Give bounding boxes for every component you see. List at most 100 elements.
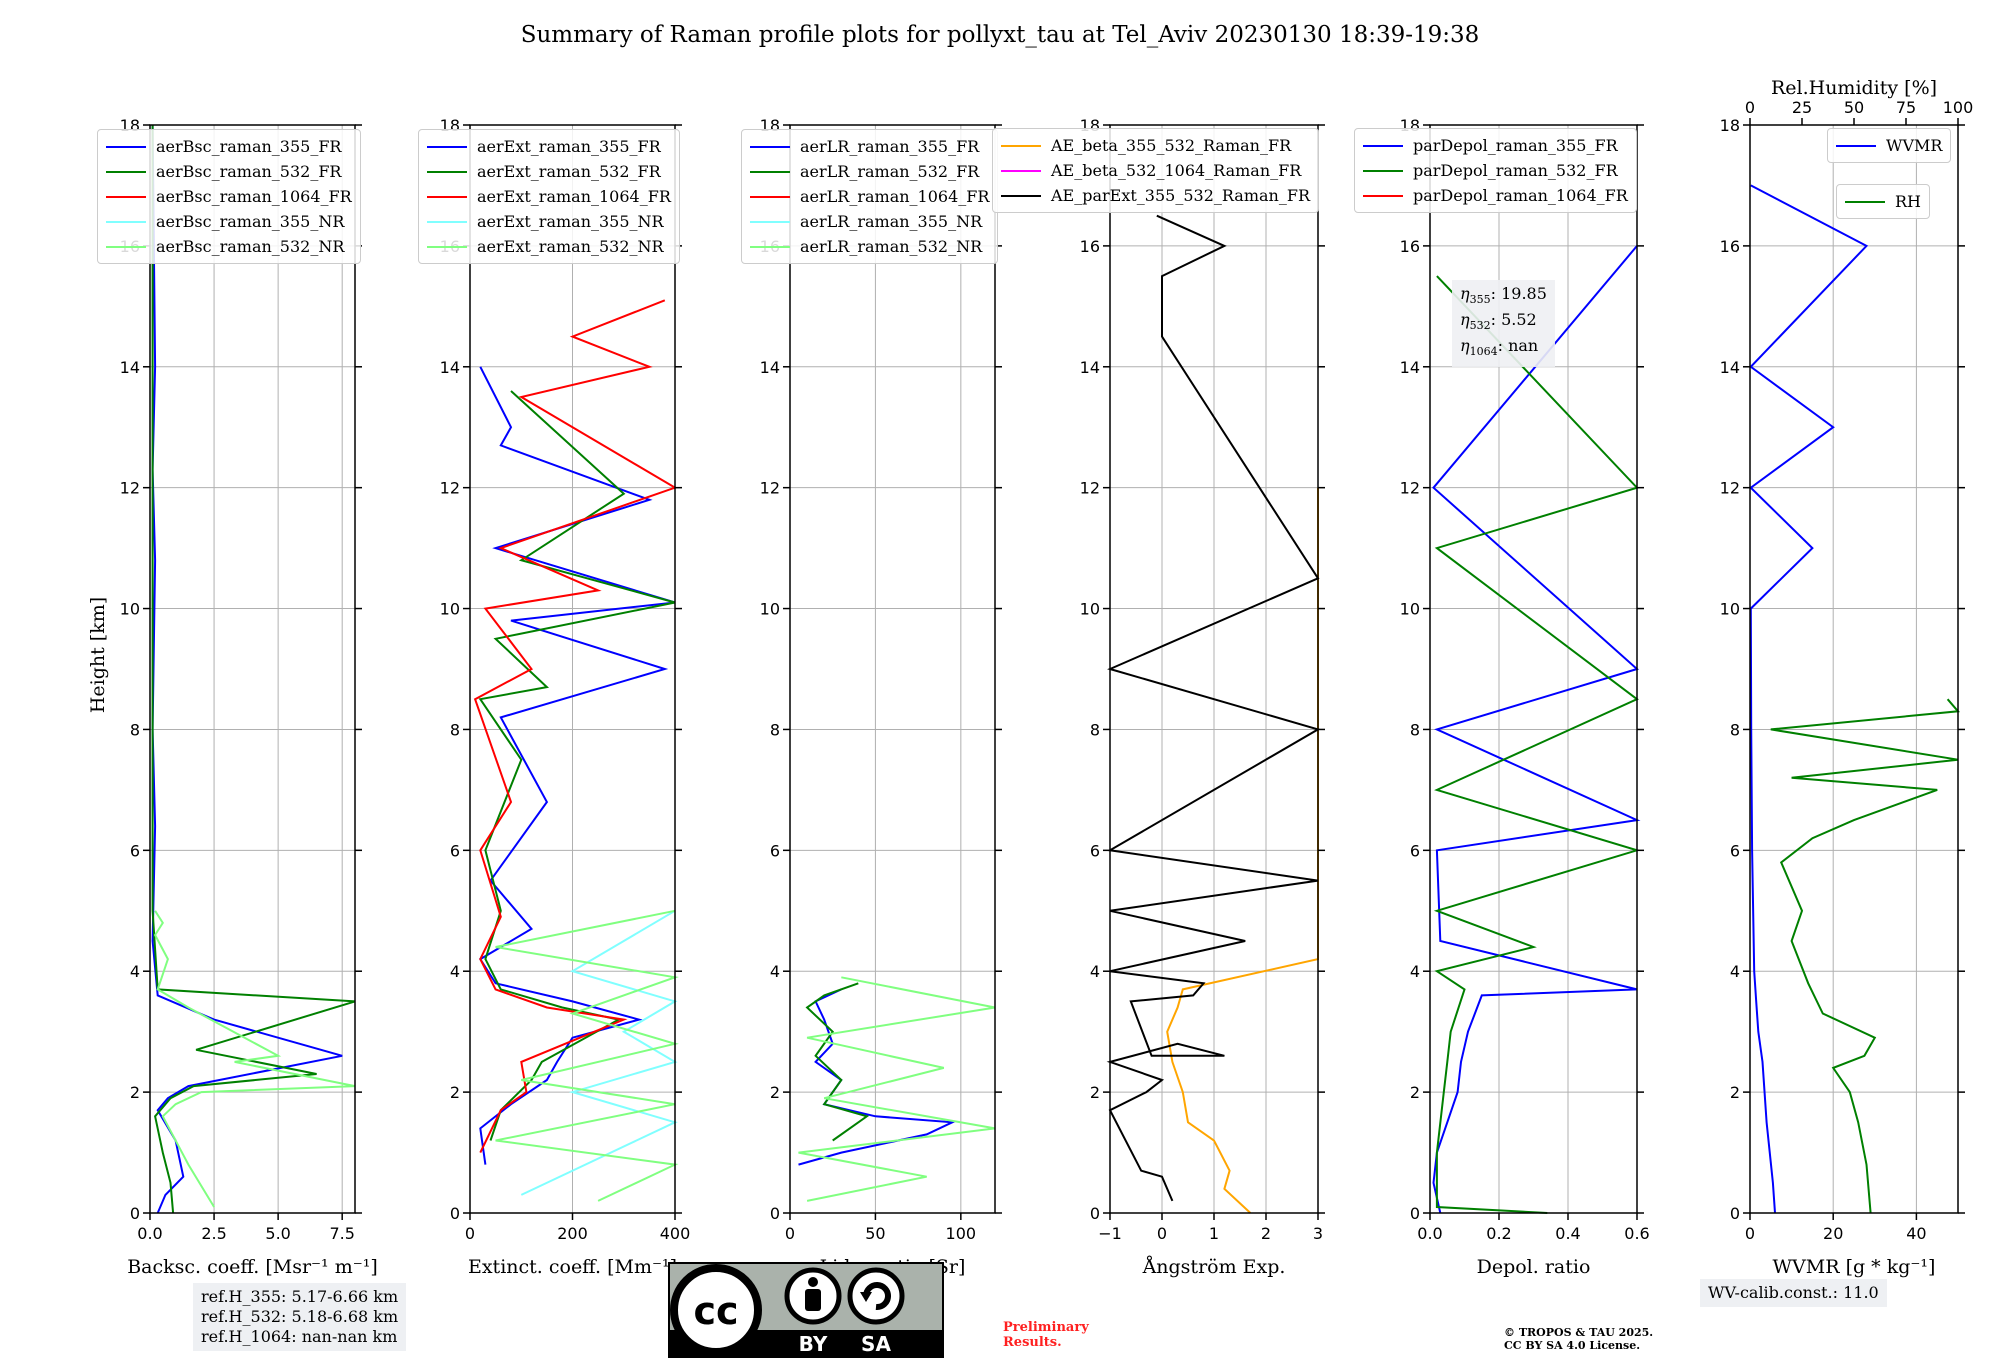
legend-label: aerExt_raman_532_FR: [477, 162, 661, 181]
y-tick-label: 8: [1730, 720, 1740, 739]
legend-entry: aerBsc_raman_532_FR: [106, 159, 352, 184]
x-axis-label: Extinct. coeff. [Mm⁻¹]: [468, 1256, 677, 1278]
legend-entry: aerBsc_raman_355_FR: [106, 134, 352, 159]
y-tick-label: 2: [1410, 1083, 1420, 1102]
legend-entry: parDepol_raman_1064_FR: [1363, 183, 1628, 208]
y-tick-label: 8: [1090, 720, 1100, 739]
x-tick-label: 0: [465, 1224, 475, 1243]
top-x-tick-label: 0: [1745, 98, 1755, 117]
legend-entry: RH: [1845, 189, 1921, 214]
preliminary-line2: Results.: [1003, 1335, 1062, 1350]
legend-entry: AE_parExt_355_532_Raman_FR: [1001, 183, 1310, 208]
x-axis-label: Ångström Exp.: [1142, 1256, 1286, 1278]
y-tick-label: 12: [440, 479, 460, 498]
series-line-WVMR: [1749, 184, 1869, 1214]
legend-label: aerLR_raman_1064_FR: [800, 187, 990, 206]
legend-swatch: [750, 195, 790, 198]
y-tick-label: 8: [770, 720, 780, 739]
legend-swatch: [1001, 169, 1041, 172]
x-tick-label: 2.5: [201, 1224, 226, 1243]
legend-entry: WVMR: [1836, 133, 1942, 158]
y-tick-label: 0: [1730, 1204, 1740, 1223]
y-tick-label: 2: [770, 1083, 780, 1102]
series-line-aerLR_raman_532_NR: [798, 976, 996, 1202]
y-tick-label: 6: [1410, 841, 1420, 860]
y-tick-label: 4: [1410, 962, 1420, 981]
legend-rh: RH: [1836, 184, 1930, 219]
legend-entry: aerBsc_raman_532_NR: [106, 234, 352, 259]
legend-entry: parDepol_raman_355_FR: [1363, 133, 1628, 158]
eta-box: η355: 19.85 η532: 5.52 η1064: nan: [1452, 280, 1555, 367]
legend-label: parDepol_raman_1064_FR: [1413, 186, 1628, 205]
y-tick-label: 10: [1080, 600, 1100, 619]
legend-swatch: [750, 145, 790, 148]
legend-entry: aerLR_raman_355_FR: [750, 134, 989, 159]
top-x-tick-label: 75: [1896, 98, 1916, 117]
series-line-parDepol_raman_355_FR: [1432, 245, 1641, 1214]
y-tick-label: 14: [120, 358, 140, 377]
y-tick-label: 6: [450, 841, 460, 860]
series-line-aerExt_raman_1064_FR: [473, 299, 678, 1154]
y-tick-label: 18: [1720, 116, 1740, 135]
legend-label: AE_parExt_355_532_Raman_FR: [1051, 186, 1310, 205]
legend-swatch: [427, 245, 467, 248]
refh-532: ref.H_532: 5.18-6.68 km: [201, 1307, 399, 1326]
legend-label: aerBsc_raman_532_NR: [156, 237, 345, 256]
legend-label: aerExt_raman_355_FR: [477, 137, 661, 156]
legend-label: aerBsc_raman_1064_FR: [156, 187, 352, 206]
y-tick-label: 12: [120, 479, 140, 498]
series-line-aerBsc_raman_532_FR: [151, 125, 356, 1214]
top-x-tick-label: 50: [1844, 98, 1864, 117]
y-tick-label: 6: [130, 841, 140, 860]
legend-swatch: [750, 170, 790, 173]
legend-wvmr: WVMR: [1827, 128, 1952, 163]
legend-label: aerLR_raman_532_FR: [800, 162, 980, 181]
legend-entry: aerLR_raman_532_FR: [750, 159, 989, 184]
legend-label: aerLR_raman_355_NR: [800, 212, 983, 231]
y-tick-label: 0: [130, 1204, 140, 1223]
panel-lr: 024681012141618050100Lidar ratio [Sr]: [760, 116, 1002, 1278]
x-axis-label: Depol. ratio: [1477, 1256, 1591, 1278]
copyright-note: © TROPOS & TAU 2025. CC BY SA 4.0 Licens…: [1504, 1326, 1653, 1352]
y-tick-label: 12: [1720, 479, 1740, 498]
y-tick-label: 0: [450, 1204, 460, 1223]
y-tick-label: 14: [1080, 358, 1100, 377]
svg-text:BY: BY: [799, 1332, 828, 1356]
y-axis-label: Height [km]: [87, 597, 109, 713]
legend-label: aerBsc_raman_355_FR: [156, 137, 342, 156]
legend-swatch: [1001, 144, 1041, 147]
y-tick-label: 10: [440, 600, 460, 619]
y-tick-label: 4: [1730, 962, 1740, 981]
x-tick-label: 0: [1745, 1224, 1755, 1243]
x-tick-label: 20: [1823, 1224, 1843, 1243]
series-line-aerExt_raman_355_NR: [520, 909, 678, 1196]
legend-label: aerLR_raman_355_FR: [800, 137, 980, 156]
x-tick-label: 7.5: [329, 1224, 354, 1243]
y-tick-label: 6: [1730, 841, 1740, 860]
legend-entry: aerLR_raman_532_NR: [750, 234, 989, 259]
y-tick-label: 12: [1080, 479, 1100, 498]
preliminary-note: Preliminary Results.: [1003, 1320, 1089, 1350]
axes-frame: [1749, 124, 1959, 1214]
legend-swatch: [106, 195, 146, 198]
y-tick-label: 10: [120, 600, 140, 619]
y-tick-label: 4: [770, 962, 780, 981]
x-tick-label: 100: [946, 1224, 977, 1243]
series-line-aerLR_raman_532_FR: [805, 982, 870, 1142]
legend-swatch: [106, 220, 146, 223]
copyright-line1: © TROPOS & TAU 2025.: [1504, 1326, 1654, 1339]
svg-text:SA: SA: [861, 1332, 891, 1356]
cc-by-sa-logo: cc BY SA: [668, 1262, 944, 1358]
series-line-RH: [1770, 698, 1961, 1214]
wv-calibration-box: WV-calib.const.: 11.0: [1700, 1279, 1887, 1307]
refh-355: ref.H_355: 5.17-6.66 km: [201, 1287, 399, 1306]
x-tick-label: −1: [1098, 1224, 1122, 1243]
y-tick-label: 2: [1730, 1083, 1740, 1102]
x-tick-label: 0.0: [137, 1224, 162, 1243]
panel-ext: 0246810121416180200400Extinct. coeff. [M…: [440, 116, 691, 1278]
legend-entry: AE_beta_355_532_Raman_FR: [1001, 133, 1310, 158]
legend-swatch: [106, 170, 146, 173]
